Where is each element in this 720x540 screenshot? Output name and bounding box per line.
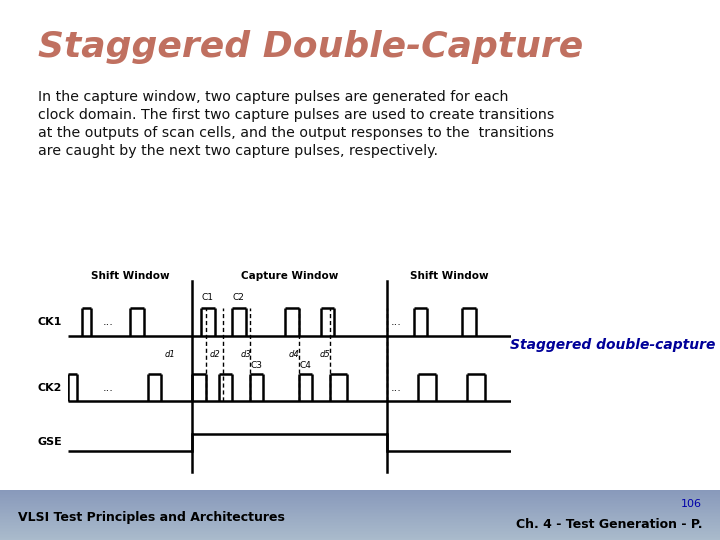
Bar <box>0 517 720 518</box>
Bar <box>0 525 720 526</box>
Bar <box>0 503 720 504</box>
Text: ...: ... <box>391 383 402 393</box>
Bar <box>0 516 720 517</box>
Bar <box>0 523 720 524</box>
Bar <box>0 500 720 501</box>
Text: C4: C4 <box>300 361 311 369</box>
Text: clock domain. The first two capture pulses are used to create transitions: clock domain. The first two capture puls… <box>38 108 554 122</box>
Text: Capture Window: Capture Window <box>241 271 338 281</box>
Bar <box>0 495 720 496</box>
Text: Staggered double-capture: Staggered double-capture <box>510 338 716 352</box>
Bar <box>0 507 720 508</box>
Bar <box>0 491 720 492</box>
Text: CK1: CK1 <box>37 317 62 327</box>
Bar <box>0 524 720 525</box>
Bar <box>0 490 720 491</box>
Text: Ch. 4 - Test Generation - P.: Ch. 4 - Test Generation - P. <box>516 518 702 531</box>
Bar <box>0 515 720 516</box>
Bar <box>0 493 720 494</box>
Text: d3: d3 <box>240 350 251 359</box>
Bar <box>0 539 720 540</box>
Bar <box>0 502 720 503</box>
Text: CK2: CK2 <box>37 383 62 393</box>
Bar <box>0 535 720 536</box>
Bar <box>0 537 720 538</box>
Bar <box>0 529 720 530</box>
Bar <box>0 520 720 521</box>
Bar <box>0 531 720 532</box>
Bar <box>0 511 720 512</box>
Bar <box>0 521 720 522</box>
Text: at the outputs of scan cells, and the output responses to the  transitions: at the outputs of scan cells, and the ou… <box>38 126 554 140</box>
Bar <box>0 508 720 509</box>
Bar <box>0 528 720 529</box>
Bar <box>0 532 720 533</box>
Text: C2: C2 <box>233 293 245 302</box>
Text: d5: d5 <box>320 350 330 359</box>
Bar <box>0 534 720 535</box>
Text: Shift Window: Shift Window <box>91 271 170 281</box>
Text: C3: C3 <box>251 361 263 369</box>
Bar <box>0 504 720 505</box>
Text: ...: ... <box>103 318 114 327</box>
Bar <box>0 530 720 531</box>
Bar <box>0 509 720 510</box>
Text: 106: 106 <box>681 499 702 509</box>
Bar <box>0 510 720 511</box>
Text: ...: ... <box>103 383 114 393</box>
Bar <box>0 512 720 513</box>
Bar <box>0 498 720 499</box>
Bar <box>0 513 720 514</box>
Text: VLSI Test Principles and Architectures: VLSI Test Principles and Architectures <box>18 511 285 524</box>
Bar <box>0 492 720 493</box>
Bar <box>0 518 720 519</box>
Bar <box>0 505 720 506</box>
Text: Staggered Double-Capture: Staggered Double-Capture <box>38 30 583 64</box>
Bar <box>0 533 720 534</box>
Bar <box>0 519 720 520</box>
Text: are caught by the next two capture pulses, respectively.: are caught by the next two capture pulse… <box>38 144 438 158</box>
Text: In the capture window, two capture pulses are generated for each: In the capture window, two capture pulse… <box>38 90 508 104</box>
Text: C1: C1 <box>202 293 214 302</box>
Text: d4: d4 <box>289 350 300 359</box>
Bar <box>0 494 720 495</box>
Bar <box>0 496 720 497</box>
Bar <box>0 514 720 515</box>
Text: ...: ... <box>391 318 402 327</box>
Bar <box>0 536 720 537</box>
Bar <box>0 490 720 540</box>
Bar <box>0 522 720 523</box>
Bar <box>0 506 720 507</box>
Text: d2: d2 <box>209 350 220 359</box>
Text: d1: d1 <box>165 350 176 359</box>
Text: GSE: GSE <box>37 437 62 447</box>
Bar <box>0 527 720 528</box>
Text: Shift Window: Shift Window <box>410 271 489 281</box>
Bar <box>0 499 720 500</box>
Bar <box>0 497 720 498</box>
Bar <box>0 526 720 527</box>
Bar <box>0 501 720 502</box>
Bar <box>0 538 720 539</box>
